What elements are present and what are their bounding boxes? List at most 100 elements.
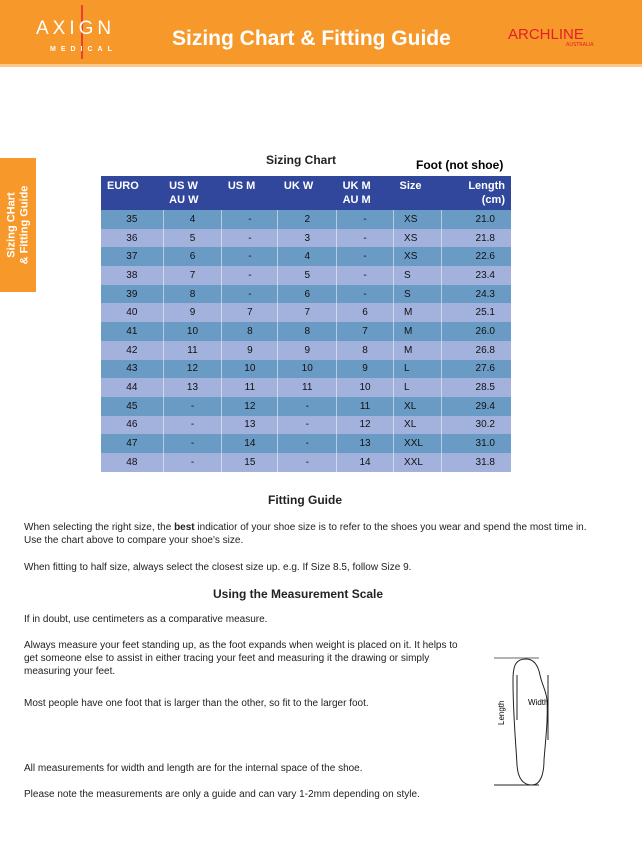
table-cell: XXL [393,434,443,453]
table-cell: 23.4 [441,266,511,285]
table-cell: 44 [101,378,164,397]
table-cell: 42 [101,340,164,360]
table-cell: M [393,303,443,323]
table-cell: 40 [101,303,164,323]
table-cell: 25.1 [441,303,511,323]
table-cell: 3 [277,228,338,248]
bold-text: best [174,522,195,533]
table-cell: 8 [336,340,395,360]
fitting-guide-title: Fitting Guide [268,493,342,507]
table-cell: 13 [221,415,279,435]
table-row: 42 11 9 9 8 M 26.8 [101,340,511,360]
table-cell: XS [393,210,443,229]
table-cell: - [336,284,395,304]
table-cell: 10 [277,359,338,379]
foot-measurement-diagram: Length Width [494,657,549,786]
table-row: 37 6-4- XS 22.6 [101,247,511,267]
table-cell: - [277,452,338,472]
text: indicatior of your shoe size is to refer… [24,522,587,546]
table-cell: 38 [101,266,164,285]
archline-logo: ARCHLINE [508,26,584,43]
table-cell: XS [393,228,443,248]
measure-paragraph-4: All measurements for width and length ar… [24,763,363,774]
table-cell: - [221,266,279,285]
table-row: 36 5-3- XS 21.8 [101,228,511,248]
table-cell: 21.0 [441,210,511,229]
table-cell: 22.6 [441,247,511,267]
table-cell: 35 [101,210,164,229]
table-cell: 9 [221,340,279,360]
table-cell: - [221,247,279,267]
table-row: 47-14-13 XXL 31.0 [101,434,511,453]
table-cell: 43 [101,359,164,379]
axign-logo-sub: MEDICAL [50,46,117,53]
header-text: (cm) [481,194,505,206]
table-cell: 8 [221,322,279,341]
table-cell: 5 [163,228,223,248]
column-header: Size [393,176,442,210]
table-cell: 48 [101,452,164,472]
table-row: 40 9 7 7 6 M 25.1 [101,303,511,323]
measure-paragraph-2: Always measure your feet standing up, as… [24,640,458,677]
text: When selecting the right size, the [24,522,175,533]
table-row: 45-12-11 XL 29.4 [101,396,511,416]
table-cell: 11 [221,378,279,397]
table-cell: XS [393,247,443,267]
table-cell: - [163,415,223,435]
table-cell: 10 [336,378,395,397]
measure-paragraph-1: If in doubt, use centimeters as a compar… [24,614,268,625]
column-header: Length (cm) [441,176,511,210]
table-cell: 9 [336,359,395,379]
table-cell: 12 [336,415,395,435]
table-cell: 7 [277,303,338,323]
column-header: EURO [101,176,164,210]
foot-note: Foot (not shoe) [416,158,504,172]
table-cell: 24.3 [441,284,511,304]
table-cell: - [163,452,223,472]
header-banner [0,0,642,64]
table-cell: 11 [277,378,338,397]
chart-title: Sizing Chart [266,153,337,167]
table-row: 38 7-5- S 23.4 [101,266,511,285]
table-cell: 7 [336,322,395,341]
side-tab-line2: & Fitting Guide [18,185,31,265]
table-cell: XL [393,415,443,435]
table-cell: 28.5 [441,378,511,397]
width-label: Width [528,698,548,707]
table-cell: L [393,378,443,397]
column-header: US M [221,176,278,210]
measure-paragraph-5: Please note the measurements are only a … [24,789,420,800]
table-cell: 8 [277,322,338,341]
header-text: Size [399,180,422,192]
table-cell: 4 [163,210,223,229]
table-cell: 47 [101,434,164,453]
table-row: 35 4-2- XS 21.0 [101,210,511,229]
table-cell: 12 [163,359,223,379]
table-cell: M [393,322,443,341]
table-cell: 4 [277,247,338,267]
table-cell: - [277,415,338,435]
measurement-title: Using the Measurement Scale [213,587,384,601]
table-cell: 45 [101,396,164,416]
table-cell: 7 [163,266,223,285]
column-header: US W AU W [163,176,222,210]
table-cell: 31.0 [441,434,511,453]
table-cell: - [277,434,338,453]
table-cell: 6 [336,303,395,323]
table-cell: 39 [101,284,164,304]
length-label: Length [497,701,506,725]
table-cell: - [221,210,279,229]
table-row: 41 10 8 8 7 M 26.0 [101,322,511,341]
table-cell: 13 [336,434,395,453]
table-cell: - [336,266,395,285]
table-cell: - [221,284,279,304]
table-cell: 2 [277,210,338,229]
table-cell: 37 [101,247,164,267]
table-row: 48-15-14 XXL 31.8 [101,452,511,472]
header-text: UK W [283,180,314,192]
side-tab-line1: Sizing CHart [5,192,18,258]
table-cell: 6 [163,247,223,267]
table-cell: 29.4 [441,396,511,416]
table-row: 43 12 10 10 9 L 27.6 [101,359,511,379]
table-cell: 21.8 [441,228,511,248]
